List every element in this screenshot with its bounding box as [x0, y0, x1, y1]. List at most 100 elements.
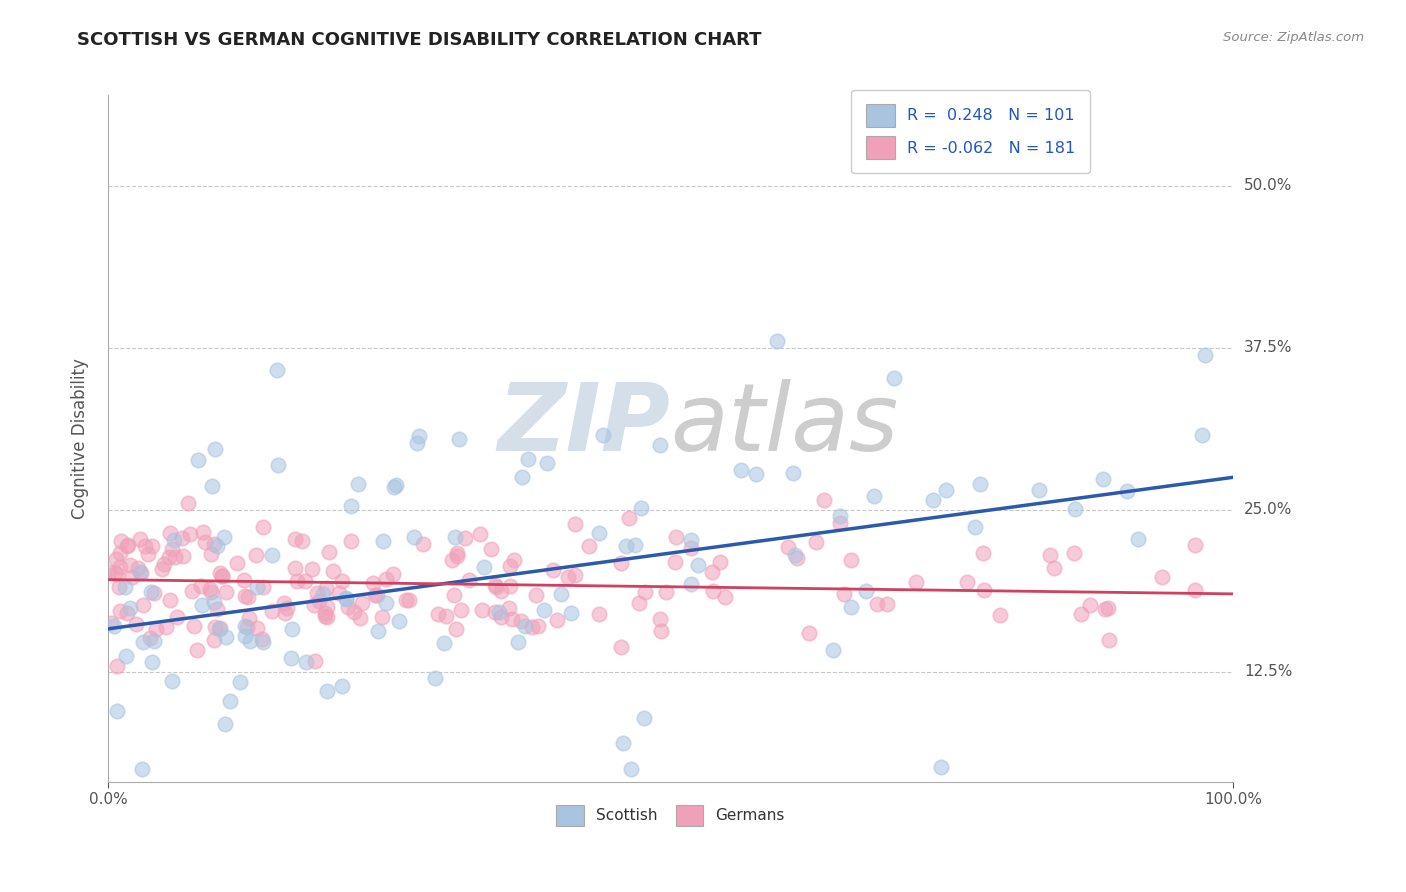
Point [160, 674, 183, 689]
Point [132, 598, 155, 612]
Point [330, 679, 353, 693]
Point [114, 648, 136, 663]
Point [441, 553, 464, 567]
Point [114, 580, 136, 594]
Point [609, 556, 631, 570]
Point [105, 659, 128, 673]
Point [352, 597, 374, 611]
Point [1094, 602, 1116, 616]
Point [181, 583, 204, 598]
Point [301, 562, 323, 576]
Point [166, 610, 188, 624]
Point [294, 655, 316, 669]
Point [541, 563, 564, 577]
Point [340, 534, 363, 549]
Text: 25.0%: 25.0% [1244, 502, 1292, 517]
Point [121, 570, 143, 584]
Point [578, 539, 600, 553]
Point [284, 561, 307, 575]
Point [862, 489, 884, 503]
Point [510, 470, 533, 484]
Point [444, 622, 467, 636]
Point [291, 533, 314, 548]
Point [226, 557, 249, 571]
Point [412, 537, 434, 551]
Point [349, 611, 371, 625]
Point [520, 620, 543, 634]
Point [823, 642, 845, 657]
Point [766, 334, 789, 348]
Point [830, 508, 852, 523]
Point [211, 568, 233, 582]
Point [110, 533, 132, 548]
Point [233, 619, 256, 633]
Point [108, 603, 131, 617]
Point [160, 542, 183, 557]
Point [131, 762, 153, 776]
Point [648, 612, 671, 626]
Point [316, 600, 339, 615]
Point [200, 585, 222, 599]
Point [516, 452, 538, 467]
Point [664, 530, 686, 544]
Point [550, 587, 572, 601]
Point [200, 547, 222, 561]
Point [1028, 483, 1050, 498]
Point [1128, 532, 1150, 546]
Point [187, 453, 209, 467]
Point [364, 588, 387, 602]
Point [212, 530, 235, 544]
Point [702, 583, 724, 598]
Point [118, 600, 141, 615]
Point [127, 561, 149, 575]
Point [633, 711, 655, 725]
Point [172, 531, 194, 545]
Point [714, 590, 737, 604]
Point [124, 617, 146, 632]
Point [366, 588, 388, 602]
Point [730, 463, 752, 477]
Point [489, 610, 512, 624]
Point [560, 606, 582, 620]
Point [328, 586, 350, 600]
Point [485, 580, 508, 594]
Point [1150, 570, 1173, 584]
Point [194, 535, 217, 549]
Point [1184, 538, 1206, 552]
Text: 50.0%: 50.0% [1244, 178, 1292, 194]
Point [229, 675, 252, 690]
Point [159, 593, 181, 607]
Point [395, 592, 418, 607]
Point [276, 601, 298, 615]
Point [446, 546, 468, 560]
Point [630, 501, 652, 516]
Point [370, 610, 392, 624]
Point [839, 599, 862, 614]
Point [488, 605, 510, 619]
Point [337, 599, 360, 614]
Point [905, 575, 928, 590]
Point [709, 555, 731, 569]
Point [318, 545, 340, 559]
Point [285, 574, 308, 589]
Point [374, 572, 396, 586]
Point [373, 533, 395, 548]
Point [700, 565, 723, 579]
Point [1191, 428, 1213, 442]
Point [191, 524, 214, 539]
Point [307, 586, 329, 600]
Point [935, 483, 957, 498]
Point [681, 541, 703, 555]
Point [1184, 583, 1206, 598]
Point [205, 539, 228, 553]
Text: 12.5%: 12.5% [1244, 664, 1292, 679]
Point [118, 558, 141, 573]
Point [922, 493, 945, 508]
Point [564, 517, 586, 532]
Point [506, 635, 529, 649]
Point [108, 546, 131, 560]
Point [134, 539, 156, 553]
Point [252, 580, 274, 594]
Point [202, 594, 225, 608]
Point [340, 499, 363, 513]
